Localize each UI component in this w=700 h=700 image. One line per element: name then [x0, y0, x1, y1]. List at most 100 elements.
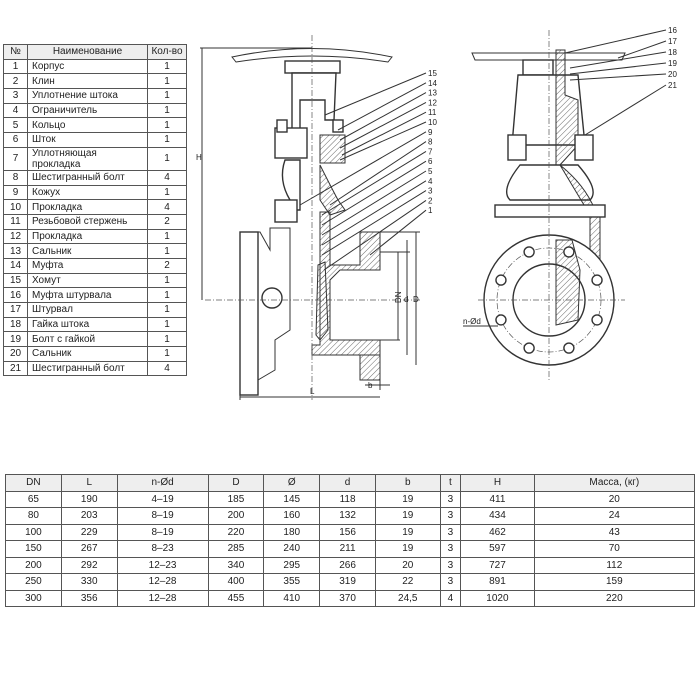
leader-line: [329, 141, 427, 206]
part-qty: 1: [147, 243, 187, 259]
dim-col-header: t: [439, 474, 462, 492]
dim-n-d: n-Ød: [463, 317, 481, 326]
part-name: Болт с гайкой: [27, 331, 148, 348]
dim-cell: 434: [460, 507, 535, 525]
dim-cell: 3: [439, 507, 462, 525]
bolt-hole: [563, 246, 575, 258]
dim-cell: 285: [207, 540, 265, 558]
dim-cell: 118: [319, 490, 376, 508]
bolt-hole: [495, 314, 507, 326]
dim-col-header: Ø: [263, 474, 321, 492]
dim-cell: 597: [460, 540, 535, 558]
dim-cell: 200: [207, 507, 265, 525]
dim-cell: 411: [460, 490, 535, 508]
part-qty: 1: [147, 302, 187, 318]
dim-cell: 4: [439, 589, 462, 607]
leader-line: [339, 92, 427, 141]
leader-line: [321, 190, 427, 256]
leader-line: [569, 62, 667, 75]
dim-cell: 203: [60, 507, 118, 525]
leader-line: [321, 180, 427, 246]
dim-cell: 19: [374, 523, 441, 541]
dim-col-header: Масса, (кг): [533, 474, 696, 492]
dim-cell: 356: [60, 589, 118, 607]
part-number: 13: [3, 243, 28, 259]
dimensions-row: 250 330 12–28 400 355 319 22 3 891 159: [5, 573, 696, 591]
dim-cell: 330: [60, 573, 118, 591]
part-name: Уплотняющая прокладка: [27, 146, 148, 171]
bolt-hole: [563, 342, 575, 354]
parts-row: 17 Штурвал 1: [3, 302, 187, 318]
callout-label: 15: [428, 69, 437, 78]
parts-row: 18 Гайка штока 1: [3, 316, 187, 333]
part-qty: 1: [147, 346, 187, 362]
dim-cell: 455: [207, 589, 265, 607]
leader-line: [339, 121, 427, 161]
dim-cell: 20: [374, 556, 441, 574]
callout-label: 10: [428, 118, 437, 127]
part-qty: 1: [147, 73, 187, 90]
dim-b: b: [368, 381, 373, 390]
part-qty: 4: [147, 360, 187, 377]
dim-cell: 400: [207, 573, 265, 591]
dim-cell: 160: [263, 507, 321, 525]
dim-cell: 19: [374, 540, 441, 558]
leader-line: [321, 170, 427, 236]
dim-cell: 3: [439, 490, 462, 508]
col-name: Наименование: [27, 44, 148, 60]
dim-cell: 8–19: [116, 523, 209, 541]
dim-cell: 132: [319, 507, 376, 525]
callout-label: 2: [428, 196, 433, 205]
parts-row: 16 Муфта штурвала 1: [3, 287, 187, 303]
leader-line: [369, 209, 427, 256]
leader-line: [299, 131, 427, 206]
dim-cell: 12–28: [116, 589, 209, 607]
leader-line: [569, 73, 667, 81]
dim-cell: 3: [439, 573, 462, 591]
part-name: Гайка штока: [27, 316, 148, 333]
dim-cell: 8–23: [116, 540, 209, 558]
parts-row: 19 Болт с гайкой 1: [3, 331, 187, 348]
callout-label: 4: [428, 177, 433, 186]
part-qty: 1: [147, 88, 187, 104]
dim-d: d: [404, 295, 408, 304]
dim-DN: DN: [394, 291, 403, 303]
dim-col-header: b: [374, 474, 441, 492]
bolt-hole: [495, 274, 507, 286]
dim-cell: 150: [5, 540, 62, 558]
dim-cell: 145: [263, 490, 321, 508]
dim-cell: 292: [60, 556, 118, 574]
leader-line: [337, 82, 427, 131]
dimensions-row: 80 203 8–19 200 160 132 19 3 434 24: [5, 507, 696, 525]
parts-row: 9 Кожух 1: [3, 184, 187, 201]
dim-col-header: n-Ød: [116, 474, 209, 492]
dim-cell: 410: [263, 589, 321, 607]
leader-line: [569, 51, 667, 69]
parts-table: № Наименование Кол-во 1 Корпус 1 2 Клин 1 3 Упл…: [3, 44, 187, 377]
dim-cell: 19: [374, 507, 441, 525]
dim-cell: 220: [207, 523, 265, 541]
callout-label: 16: [668, 26, 677, 35]
dim-cell: 266: [319, 556, 376, 574]
dim-cell: 80: [5, 507, 62, 525]
dimensions-row: 100 229 8–19 220 180 156 19 3 462 43: [5, 523, 696, 541]
parts-row: 1 Корпус 1: [3, 58, 187, 75]
callout-label: 1: [428, 206, 433, 215]
bolt-hole: [523, 246, 535, 258]
dim-cell: 229: [60, 523, 118, 541]
leader-line: [617, 40, 667, 59]
dim-cell: 370: [319, 589, 376, 607]
leader-line: [341, 111, 427, 156]
dim-cell: 180: [263, 523, 321, 541]
bolt-hole: [591, 274, 603, 286]
callout-label: 18: [668, 48, 677, 57]
dim-cell: 19: [374, 490, 441, 508]
dim-cell: 70: [533, 540, 696, 558]
dim-cell: 12–23: [116, 556, 209, 574]
dim-col-header: H: [460, 474, 535, 492]
dim-cell: 156: [319, 523, 376, 541]
leader-line: [339, 101, 427, 149]
parts-row: 21 Шестигранный болт 4: [3, 360, 187, 377]
